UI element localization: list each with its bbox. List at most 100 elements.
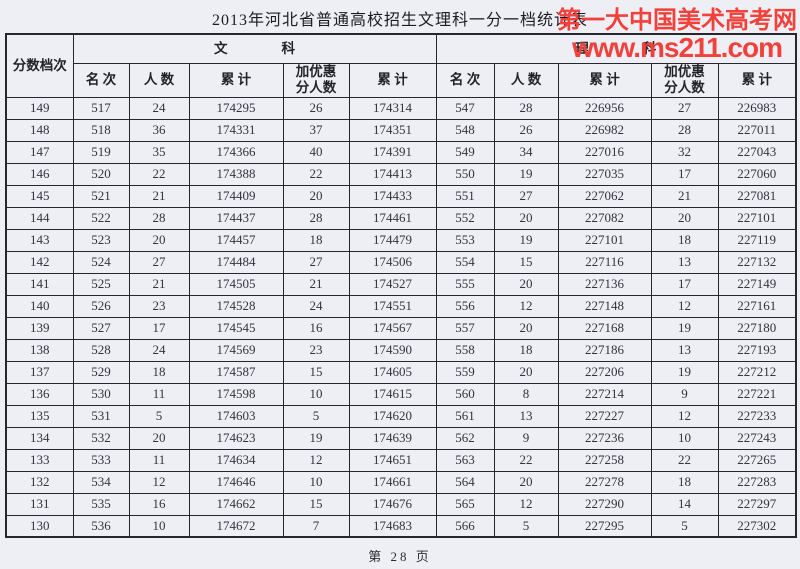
header-science-group: 理 科: [435, 33, 797, 64]
table-row: 139 527 17 174545 16 174567 557 20 227168 19 22718…: [5, 316, 797, 340]
table-cell: 227206: [557, 360, 652, 384]
table-cell: 24: [128, 96, 190, 120]
table-row: 130 536 10 174672 7 174683 566 5 227295 5 227302: [5, 514, 797, 538]
table-cell: 227297: [717, 492, 797, 516]
table-cell: 174567: [348, 316, 437, 340]
table-cell: 18: [650, 470, 719, 494]
table-cell: 20: [650, 206, 719, 230]
table-cell: 174331: [188, 118, 284, 142]
table-cell: 20: [493, 470, 559, 494]
table-cell: 174314: [348, 96, 437, 120]
table-header-group-row: 分数档次 文 科 理 科: [5, 33, 797, 98]
table-row: 144 522 28 174437 28 174461 552 20 227082 20 22710…: [5, 206, 797, 230]
table-cell: 174391: [348, 140, 437, 164]
table-cell: 563: [435, 448, 495, 472]
table-cell: 517: [72, 96, 130, 120]
table-cell: 521: [72, 184, 130, 208]
table-cell: 174545: [188, 316, 284, 340]
table-cell: 550: [435, 162, 495, 186]
table-cell: 564: [435, 470, 495, 494]
table-cell: 144: [5, 206, 74, 230]
table-cell: 227148: [557, 294, 652, 318]
table-row: 132 534 12 174646 10 174661 564 20 227278 18 22728…: [5, 470, 797, 494]
table-cell: 555: [435, 272, 495, 296]
table-cell: 19: [282, 426, 350, 450]
table-cell: 12: [282, 448, 350, 472]
table-cell: 532: [72, 426, 130, 450]
table-cell: 16: [128, 492, 190, 516]
table-cell: 12: [493, 294, 559, 318]
table-cell: 226982: [557, 118, 652, 142]
table-cell: 133: [5, 448, 74, 472]
table-cell: 26: [282, 96, 350, 120]
table-cell: 227082: [557, 206, 652, 230]
table-cell: 137: [5, 360, 74, 384]
table-cell: 146: [5, 162, 74, 186]
table-cell: 11: [128, 382, 190, 406]
table-row: 145 521 21 174409 20 174433 551 27 227062 21 22708…: [5, 184, 797, 208]
table-cell: 14: [650, 492, 719, 516]
table-cell: 174603: [188, 404, 284, 428]
table-cell: 531: [72, 404, 130, 428]
table-cell: 23: [128, 294, 190, 318]
table-cell: 565: [435, 492, 495, 516]
table-cell: 35: [128, 140, 190, 164]
table-cell: 21: [282, 272, 350, 296]
table-header-sub-row: 名 次 人 数 累 计 加优惠 分人数 累 计 名 次 人 数 累 计 加优惠 …: [6, 62, 797, 98]
table-cell: 141: [5, 272, 74, 296]
table-cell: 174623: [188, 426, 284, 450]
table-row: 131 535 16 174662 15 174676 565 12 227290 14 22729…: [5, 492, 797, 516]
table-cell: 562: [435, 426, 495, 450]
table-cell: 526: [72, 294, 130, 318]
table-cell: 17: [128, 316, 190, 340]
header-score-level: 分数档次: [5, 33, 74, 98]
table-cell: 533: [72, 448, 130, 472]
table-cell: 174661: [348, 470, 437, 494]
table-cell: 522: [72, 206, 130, 230]
table-cell: 143: [5, 228, 74, 252]
table-cell: 227290: [557, 492, 652, 516]
table-cell: 20: [493, 272, 559, 296]
table-cell: 21: [650, 184, 719, 208]
table-cell: 174295: [188, 96, 284, 120]
table-cell: 13: [650, 338, 719, 362]
table-cell: 130: [5, 514, 74, 538]
table-cell: 28: [493, 96, 559, 120]
table-cell: 174683: [348, 514, 437, 538]
table-cell: 142: [5, 250, 74, 274]
table-cell: 174388: [188, 162, 284, 186]
table-cell: 20: [128, 228, 190, 252]
table-cell: 227168: [557, 316, 652, 340]
table-cell: 553: [435, 228, 495, 252]
table-body: 149 517 24 174295 26 174314 547 28 226956 27 22698…: [5, 96, 797, 538]
table-cell: 529: [72, 360, 130, 384]
header-science-count: 人 数: [493, 62, 559, 98]
table-cell: 548: [435, 118, 495, 142]
table-cell: 131: [5, 492, 74, 516]
table-cell: 174615: [348, 382, 437, 406]
table-cell: 561: [435, 404, 495, 428]
table-cell: 174651: [348, 448, 437, 472]
table-cell: 12: [493, 492, 559, 516]
table-cell: 554: [435, 250, 495, 274]
table-cell: 15: [493, 250, 559, 274]
table-cell: 227136: [557, 272, 652, 296]
table-cell: 174662: [188, 492, 284, 516]
table-cell: 22: [493, 448, 559, 472]
table-cell: 226956: [557, 96, 652, 120]
table-cell: 227233: [717, 404, 797, 428]
table-cell: 227302: [717, 514, 797, 538]
table-cell: 174587: [188, 360, 284, 384]
table-cell: 22: [128, 162, 190, 186]
table-cell: 174598: [188, 382, 284, 406]
table-cell: 528: [72, 338, 130, 362]
table-cell: 19: [493, 162, 559, 186]
table-cell: 28: [128, 206, 190, 230]
table-cell: 523: [72, 228, 130, 252]
table-cell: 5: [493, 514, 559, 538]
table-cell: 132: [5, 470, 74, 494]
header-arts-cumulative: 累 计: [188, 62, 284, 98]
table-cell: 16: [282, 316, 350, 340]
header-science-bonus-count: 加优惠 分人数: [650, 62, 719, 98]
